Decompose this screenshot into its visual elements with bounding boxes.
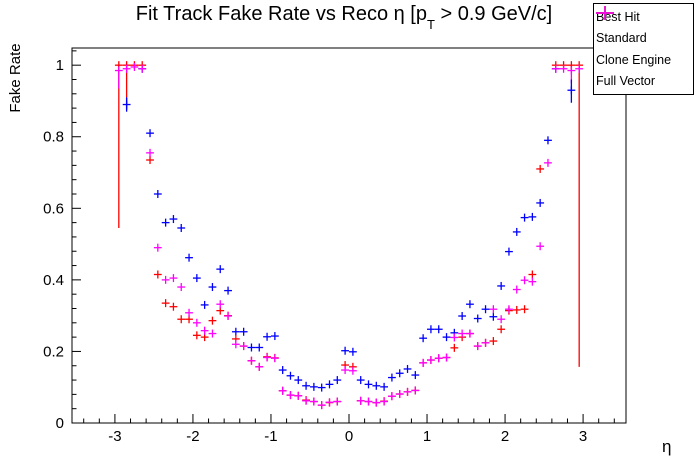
legend-item-clone-engine: Clone Engine xyxy=(594,6,693,70)
series-clone-engine xyxy=(114,61,584,410)
y-tick-label: 0.4 xyxy=(43,272,64,289)
x-tick-label: 0 xyxy=(345,428,353,445)
x-tick-label: -2 xyxy=(186,428,199,445)
y-tick-label: 1 xyxy=(56,57,64,74)
plot-title-prefix: Fit Track Fake Rate vs Reco η [p xyxy=(135,3,427,25)
y-tick-label: 0.6 xyxy=(43,200,64,217)
legend-marker-full-vector-icon xyxy=(596,6,614,20)
y-tick-label: 0.2 xyxy=(43,343,64,360)
y-tick-label: 0 xyxy=(56,415,64,432)
x-tick-label: 1 xyxy=(423,428,431,445)
x-tick-label: 3 xyxy=(579,428,587,445)
plot-title-subscript: T xyxy=(426,17,435,32)
y-tick-label: 0.8 xyxy=(43,129,64,146)
error-bars xyxy=(118,65,580,367)
plot-title: Fit Track Fake Rate vs Reco η [pT > 0.9 … xyxy=(0,3,688,32)
x-tick-label: -1 xyxy=(264,428,277,445)
x-axis-title: η xyxy=(662,437,672,456)
series-best-hit xyxy=(122,64,576,392)
series-full-vector xyxy=(114,62,584,410)
plot-title-suffix: > 0.9 GeV/c] xyxy=(434,3,553,25)
legend: Best Hit Standard Clone Engine Full Vector xyxy=(593,3,694,95)
legend-label: Clone Engine xyxy=(596,52,672,67)
legend-item-full-vector: Full Vector xyxy=(594,6,693,92)
x-tick-label: 2 xyxy=(501,428,509,445)
legend-label: Full Vector xyxy=(596,74,656,89)
axis-ticks: -3 -2 -1 0 1 2 3 0 0.2 0.4 0.6 0.8 1 xyxy=(43,50,615,445)
x-tick-label: -3 xyxy=(108,428,121,445)
legend-label: Standard xyxy=(596,31,647,46)
legend-item-standard: Standard xyxy=(594,6,693,49)
